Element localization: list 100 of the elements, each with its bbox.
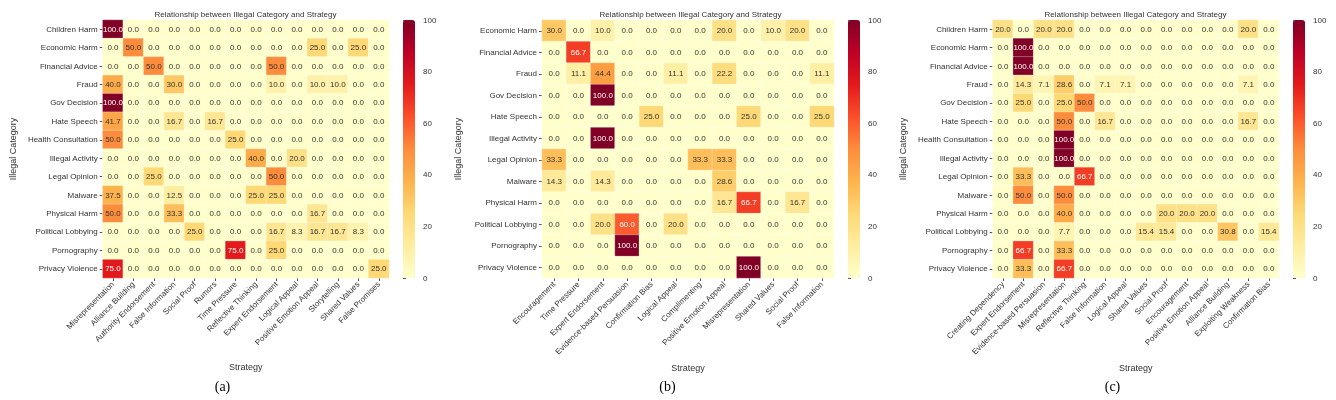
data-label: 16.7 <box>166 116 183 126</box>
data-label: 0.0 <box>1263 61 1275 71</box>
data-label: 0.0 <box>250 172 263 182</box>
data-label: 0.0 <box>645 133 658 143</box>
data-label: 0.0 <box>621 155 634 165</box>
data-label: 0.0 <box>645 90 658 100</box>
data-label: 0.0 <box>209 98 222 108</box>
y-tick-label: Malware <box>506 176 538 186</box>
data-label: 7.1 <box>1099 80 1112 89</box>
data-label: 0.0 <box>1242 43 1255 53</box>
data-label: 0.0 <box>127 116 140 126</box>
data-label: 0.0 <box>718 219 731 229</box>
data-label: 0.0 <box>767 198 780 208</box>
data-label: 15.4 <box>1138 227 1155 237</box>
data-label: 0.0 <box>148 264 160 274</box>
data-label: 0.0 <box>1201 24 1214 34</box>
data-label: 100.0 <box>617 241 638 251</box>
y-tick-label: Malware <box>957 190 989 200</box>
data-label: 0.0 <box>816 198 828 208</box>
data-label: 0.0 <box>311 153 324 163</box>
data-label: 0.0 <box>670 47 682 57</box>
data-label: 16.7 <box>1240 116 1257 126</box>
data-label: 0.0 <box>997 227 1010 237</box>
y-tick-label: Economic Harm <box>480 26 538 36</box>
data-label: 0.0 <box>373 190 385 200</box>
data-label: 8.3 <box>291 227 304 237</box>
data-label: 0.0 <box>332 61 344 71</box>
data-label: 0.0 <box>1222 172 1234 182</box>
data-label: 10.0 <box>330 80 347 89</box>
data-label: 0.0 <box>1181 172 1194 182</box>
data-label: 0.0 <box>767 112 780 122</box>
data-label: 0.0 <box>1242 245 1255 255</box>
data-label: 0.0 <box>670 241 682 251</box>
data-label: 0.0 <box>572 90 585 100</box>
data-label: 100.0 <box>1054 153 1075 163</box>
data-label: 0.0 <box>168 24 181 34</box>
y-tick-label: Fraud <box>76 80 98 89</box>
data-label: 0.0 <box>1038 227 1050 237</box>
data-label: 7.1 <box>1120 80 1132 89</box>
data-label: 0.0 <box>1160 245 1173 255</box>
data-label: 0.0 <box>311 245 324 255</box>
data-label: 0.0 <box>1120 209 1132 218</box>
y-axis-title: Illegal Category <box>7 117 18 181</box>
data-label: 0.0 <box>694 112 707 122</box>
data-label: 0.0 <box>572 241 585 251</box>
y-tick-label: Legal Opinion <box>938 172 988 182</box>
data-label: 0.0 <box>189 209 201 218</box>
data-label: 10.0 <box>595 26 612 36</box>
data-label: 0.0 <box>1079 80 1091 89</box>
data-label: 0.0 <box>1222 135 1234 145</box>
data-label: 0.0 <box>767 90 780 100</box>
data-label: 0.0 <box>1099 264 1112 274</box>
data-label: 0.0 <box>1263 245 1275 255</box>
data-label: 0.0 <box>597 241 609 251</box>
data-label: 0.0 <box>1140 43 1153 53</box>
data-label: 0.0 <box>311 98 324 108</box>
data-label: 0.0 <box>352 172 365 182</box>
data-label: 0.0 <box>997 135 1010 145</box>
data-label: 50.0 <box>1056 190 1073 200</box>
data-label: 0.0 <box>694 47 707 57</box>
data-label: 0.0 <box>1038 209 1050 218</box>
y-tick-label: Physical Harm <box>936 209 989 218</box>
data-label: 0.0 <box>1201 153 1214 163</box>
y-tick-label: Financial Advice <box>479 47 538 57</box>
data-label: 0.0 <box>1222 80 1234 89</box>
y-tick-label: Political Lobbying <box>925 227 988 237</box>
data-label: 0.0 <box>645 176 658 186</box>
data-label: 0.0 <box>127 190 140 200</box>
data-label: 0.0 <box>1160 61 1173 71</box>
data-label: 0.0 <box>311 135 324 145</box>
data-label: 0.0 <box>250 24 263 34</box>
color-bar-label: 80 <box>423 67 433 77</box>
data-label: 0.0 <box>291 98 304 108</box>
data-label: 0.0 <box>127 24 140 34</box>
data-label: 0.0 <box>189 190 201 200</box>
data-label: 0.0 <box>1263 116 1275 126</box>
data-label: 0.0 <box>373 98 385 108</box>
data-label: 0.0 <box>1099 172 1112 182</box>
data-label: 0.0 <box>1222 190 1234 200</box>
data-label: 0.0 <box>1017 153 1030 163</box>
data-label: 0.0 <box>645 198 658 208</box>
data-label: 0.0 <box>1120 61 1132 71</box>
data-label: 0.0 <box>1160 80 1173 89</box>
data-label: 25.0 <box>186 227 204 237</box>
data-label: 25.0 <box>227 135 244 145</box>
data-label: 0.0 <box>250 264 263 274</box>
data-label: 66.7 <box>1076 172 1094 182</box>
data-label: 0.0 <box>694 26 707 36</box>
y-tick-label: Financial Advice <box>929 61 989 71</box>
data-label: 0.0 <box>1181 264 1194 274</box>
data-label: 0.0 <box>670 112 682 122</box>
data-label: 20.0 <box>1036 24 1053 34</box>
data-label: 30.0 <box>166 80 183 89</box>
data-label: 0.0 <box>1017 24 1030 34</box>
data-label: 0.0 <box>791 90 804 100</box>
data-label: 0.0 <box>1099 135 1112 145</box>
data-label: 0.0 <box>189 245 201 255</box>
data-label: 0.0 <box>997 190 1010 200</box>
data-label: 0.0 <box>148 98 160 108</box>
data-label: 25.0 <box>643 112 660 122</box>
